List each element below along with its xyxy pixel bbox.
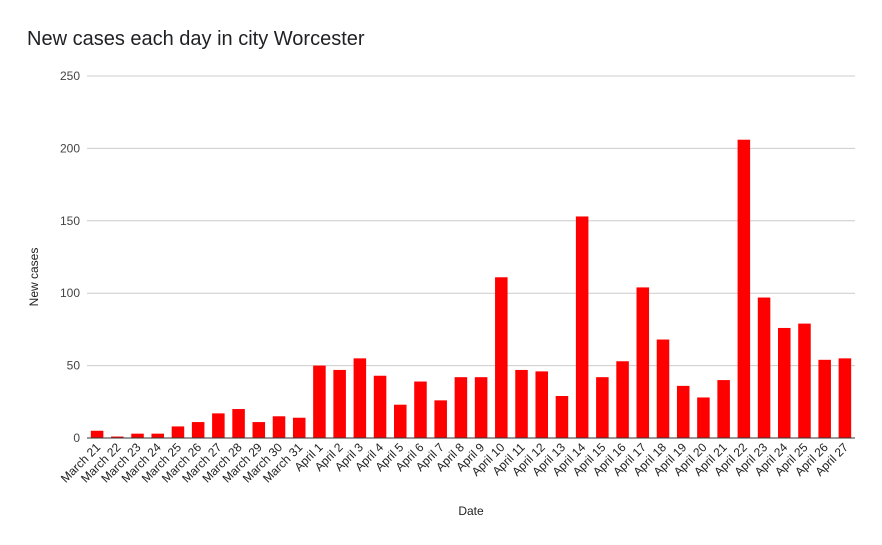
bar [697,397,710,438]
bar [818,359,831,438]
gridlines [87,75,855,367]
y-tick-label: 0 [73,431,80,445]
bar [131,433,144,438]
bar [515,369,528,438]
x-axis-title: Date [458,504,484,518]
bar [90,430,104,438]
bar [717,380,730,438]
bar [111,436,124,438]
bar [798,323,811,438]
bars [90,139,852,438]
bar [575,216,589,438]
bar [616,361,629,438]
y-axis-title: New cases [27,248,41,307]
y-tick-label: 200 [60,141,80,155]
y-tick-label: 100 [60,286,80,300]
bar [434,400,447,438]
bar [535,371,548,438]
bar [596,377,609,438]
y-tick-label: 150 [60,214,80,228]
bar [191,422,205,438]
bar [838,358,852,438]
bar [394,404,407,438]
bar [272,416,286,438]
bar [151,433,164,438]
bar [252,422,266,438]
bar [292,417,306,438]
bar [656,339,670,438]
bar [232,409,245,438]
y-tick-label: 250 [60,69,80,83]
bar [757,297,771,438]
bar [373,375,387,438]
y-tick-label: 50 [67,359,81,373]
bar [333,369,346,438]
bar [495,277,508,438]
bar [414,381,427,438]
bar [454,377,468,438]
y-axis-ticks: 0 50 100 150 200 250 [60,69,80,445]
bar [212,413,225,438]
chart-title: New cases each day in city Worcester [27,28,365,50]
bar [353,358,367,438]
bar [676,385,690,438]
bar [636,287,650,438]
bar [778,327,791,438]
bar [313,365,326,438]
bar [171,426,185,438]
bar [737,139,751,438]
bar [474,377,488,438]
bar [555,396,569,438]
